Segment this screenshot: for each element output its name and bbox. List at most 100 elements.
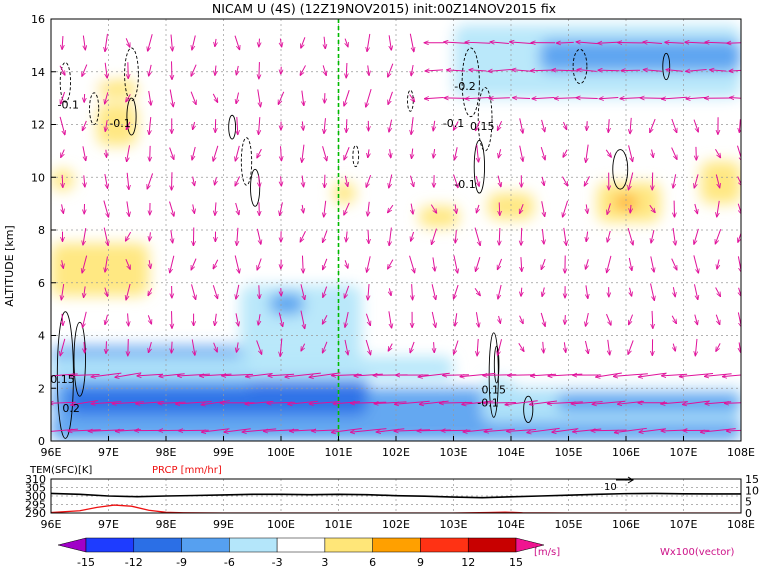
colorbar-label-2: -9 <box>176 556 187 569</box>
wind-vector-250 <box>411 148 412 159</box>
wind-vector-44 <box>105 33 108 52</box>
wind-vector-433 <box>666 70 683 72</box>
colorbar-label-0: -15 <box>77 556 95 569</box>
wind-vector-339 <box>542 176 544 186</box>
wind-vector-188 <box>324 200 326 217</box>
surface-right-tick-5: 5 <box>745 496 752 509</box>
x-tick-label-101: 101E <box>325 446 353 459</box>
contour-label-4: 0.15 <box>470 120 495 133</box>
wind-vector-5 <box>61 284 63 300</box>
colorbar-segment-1 <box>85 537 135 553</box>
wind-vector-146 <box>258 117 259 134</box>
x-tick-label-107: 107E <box>670 446 698 459</box>
wind-vector-184 <box>322 315 328 324</box>
wind-vector-66 <box>149 260 150 268</box>
wind-vector-233 <box>388 204 394 213</box>
y-tick-label-14: 14 <box>31 66 45 79</box>
wind-vector-148 <box>259 62 260 79</box>
wind-vector-139 <box>258 314 260 325</box>
colorbar-label-1: -12 <box>125 556 143 569</box>
wind-vector-354 <box>562 176 567 186</box>
wind-vector-276 <box>453 255 458 273</box>
wind-vector-359 <box>556 42 574 43</box>
wind-vector-13 <box>59 65 65 75</box>
wind-vector-304 <box>499 315 501 323</box>
wind-vector-317 <box>507 375 536 376</box>
wind-vector-205 <box>344 146 350 160</box>
wind-vector-369 <box>584 176 590 186</box>
wind-vector-218 <box>368 201 370 216</box>
wind-vector-475 <box>737 145 741 162</box>
wind-vector-99 <box>193 176 195 186</box>
wind-vector-448 <box>686 70 707 72</box>
wind-vector-415 <box>652 149 654 157</box>
wind-vector-291 <box>475 257 481 271</box>
surface-right-tick-10: 10 <box>745 484 759 497</box>
wind-vector-126 <box>234 255 239 273</box>
wind-vector-460 <box>715 149 720 157</box>
wind-vector-367 <box>586 231 587 242</box>
wind-vector-373 <box>577 70 597 72</box>
shade-region-13 <box>539 40 741 72</box>
surface-panel: TEM(SFC)[K] PRCP [mm/hr] 96E 97E 98E 99E 100… <box>25 465 759 531</box>
wind-vector-278 <box>455 204 456 213</box>
wind-vector-282 <box>444 98 468 99</box>
wind-vector-326 <box>519 118 523 133</box>
wind-vector-402 <box>620 98 642 99</box>
wind-vector-398 <box>630 204 631 213</box>
wind-vector-169 <box>300 310 305 329</box>
surface-x-tick-label-100: 100E <box>267 518 295 531</box>
wind-vector-258 <box>434 342 435 353</box>
wind-vector-82 <box>171 230 173 243</box>
wind-vector-110 <box>212 285 217 298</box>
wind-vector-431 <box>671 118 677 133</box>
wind-vector-187 <box>323 230 328 243</box>
wind-vectors <box>51 33 741 433</box>
wind-vector-204 <box>345 175 347 187</box>
wind-vector-178 <box>300 65 306 75</box>
wind-vector-293 <box>476 204 479 213</box>
wind-vector-132 <box>236 92 238 104</box>
wind-vector-12 <box>60 91 66 104</box>
wind-vector-33 <box>106 341 107 353</box>
wind-vector-39 <box>104 173 108 188</box>
wind-vector-338 <box>541 201 545 216</box>
wind-vector-341 <box>541 119 545 132</box>
y-tick-label-4: 4 <box>38 330 45 343</box>
wind-vector-277 <box>455 230 456 243</box>
wind-vector-299 <box>465 42 491 43</box>
shade-region-7 <box>212 230 339 262</box>
wind-vector-288 <box>477 338 478 356</box>
colorbar-high-end <box>515 537 545 553</box>
surface-x-tick-label-98: 98E <box>156 518 177 531</box>
wind-vector-365 <box>586 285 588 298</box>
wind-vector-142 <box>256 228 261 244</box>
reference-label: 10 <box>604 482 617 493</box>
wind-vector-441 <box>693 255 699 273</box>
colorbar-segment-9 <box>467 537 517 553</box>
wind-vector-310 <box>498 149 500 158</box>
colorbar-segment-2 <box>133 537 182 553</box>
main-plot: -0.1-0.1-0.2-0.1 0.15-0.10.150.20.15-0.1 … <box>3 13 755 459</box>
wind-vector-92 <box>177 374 210 376</box>
wind-vector-251 <box>411 117 413 134</box>
wind-vector-245 <box>412 284 413 300</box>
wind-vector-472 <box>738 231 741 242</box>
surface-left-tick-295: 295 <box>25 499 46 512</box>
wind-vector-357 <box>554 98 576 99</box>
colorbar-label-7: 9 <box>417 556 424 569</box>
wind-vector-477 <box>730 98 741 99</box>
shade-region-21 <box>332 182 356 204</box>
wind-vector-279 <box>453 174 458 188</box>
wind-vector-311 <box>497 120 503 130</box>
wind-vector-337 <box>542 229 544 244</box>
shade-region-16 <box>309 19 396 56</box>
shade-region-22 <box>419 206 460 228</box>
shade-region-20 <box>97 79 138 99</box>
wind-vector-331 <box>529 400 558 404</box>
wind-vector-203 <box>344 202 350 215</box>
wind-vector-323 <box>520 204 524 213</box>
wind-vector-442 <box>694 228 699 244</box>
wind-vector-128 <box>235 202 239 215</box>
y-tick-label-8: 8 <box>38 224 45 237</box>
